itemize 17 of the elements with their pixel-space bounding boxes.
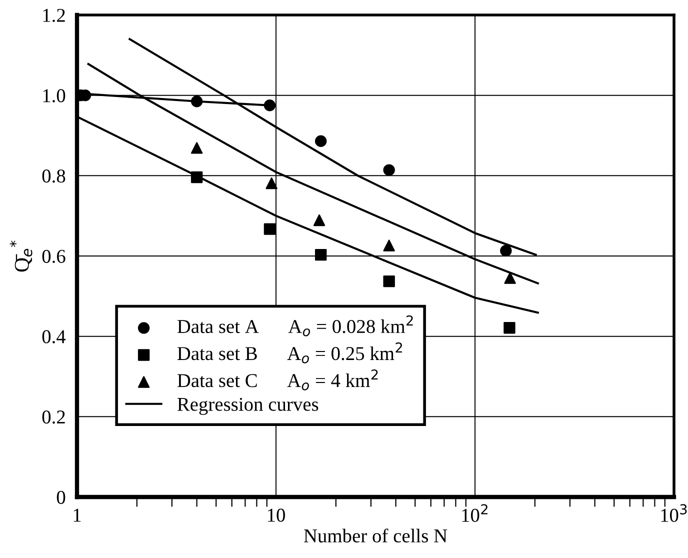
x-tick-label: 10 bbox=[268, 508, 285, 522]
legend-label: Data set B A$_{o}$ = 0.25 km$^{2}$ bbox=[177, 342, 402, 364]
y-axis-title: Q̄$_{e}$$^{*}$ bbox=[10, 240, 32, 272]
x-tick-label: 10$^{3}$ bbox=[661, 504, 687, 522]
y-tick-label: 0.2 bbox=[42, 410, 65, 424]
legend-label: Data set C A$_{o}$ = 4 km$^{2}$ bbox=[177, 369, 378, 390]
legend-label: Data set A A$_{o}$ = 0.028 km$^{2}$ bbox=[177, 315, 413, 336]
y-tick-label: 0.4 bbox=[42, 330, 66, 344]
y-tick-label: 0.8 bbox=[42, 169, 66, 183]
x-tick-label: 1 bbox=[74, 508, 81, 522]
y-tick-label: 0.6 bbox=[42, 250, 66, 264]
x-tick-label: 10$^{2}$ bbox=[462, 504, 488, 522]
y-tick-label: 1.0 bbox=[43, 89, 66, 102]
legend-label: Regression curves bbox=[177, 398, 318, 415]
x-axis-title: Number of cells N bbox=[304, 528, 448, 542]
y-tick-label: 0 bbox=[56, 490, 66, 504]
y-tick-label: 1.2 bbox=[43, 8, 65, 22]
